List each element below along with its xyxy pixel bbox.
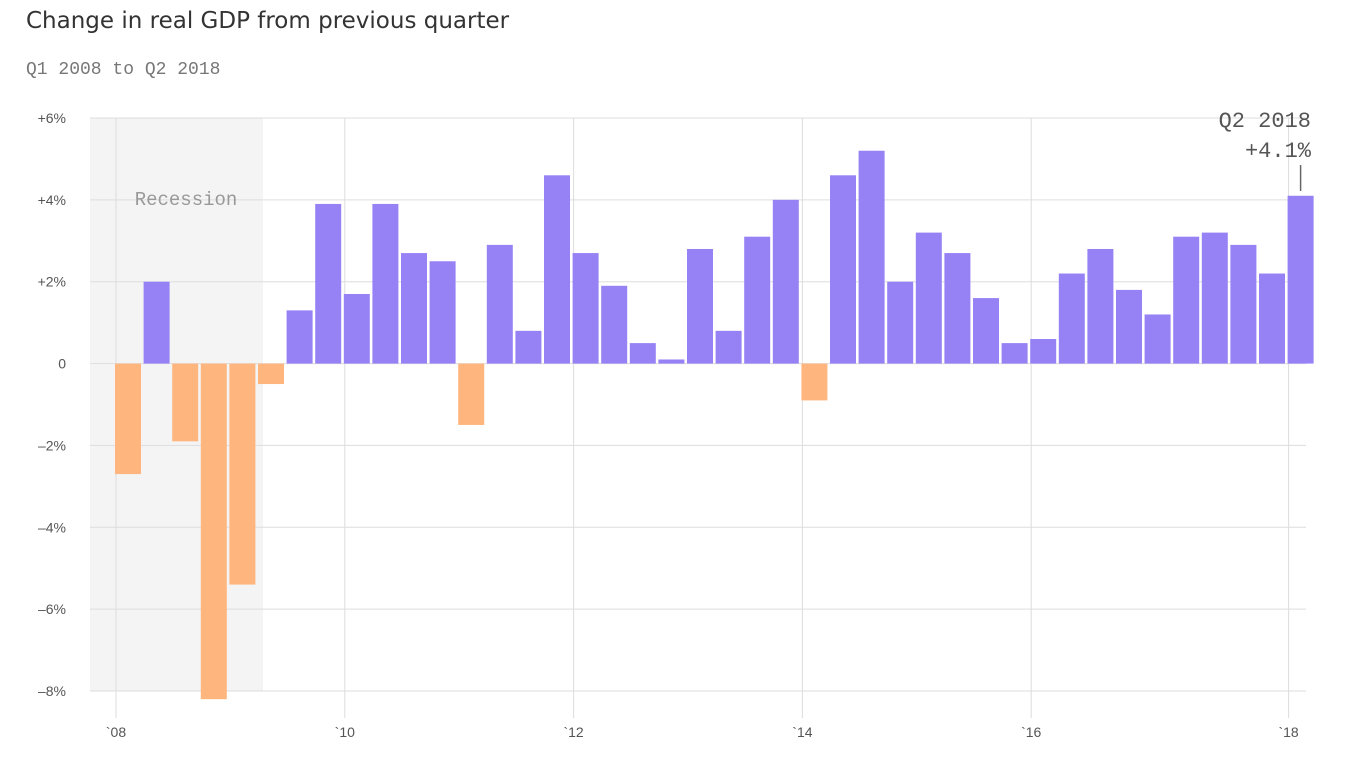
bar bbox=[1116, 289, 1142, 364]
bar bbox=[973, 298, 999, 364]
bar bbox=[1058, 273, 1085, 364]
bar bbox=[1287, 195, 1314, 364]
bar bbox=[801, 363, 828, 401]
bar bbox=[401, 253, 427, 364]
bar bbox=[1001, 343, 1028, 364]
bar bbox=[315, 203, 342, 364]
bar bbox=[744, 236, 771, 364]
bar bbox=[544, 175, 570, 364]
chart-title: Change in real GDP from previous quarter bbox=[26, 8, 510, 34]
annotation-label: Q2 2018 bbox=[1219, 109, 1311, 134]
bar bbox=[229, 363, 256, 585]
bar bbox=[658, 359, 685, 364]
bar bbox=[486, 244, 513, 364]
x-tick-label: `10 bbox=[335, 724, 355, 740]
y-tick-label: –2% bbox=[38, 437, 66, 453]
y-tick-label: 0 bbox=[58, 356, 66, 372]
bar bbox=[830, 175, 856, 364]
y-tick-label: –4% bbox=[38, 519, 66, 535]
bar bbox=[1230, 244, 1257, 364]
bar bbox=[515, 330, 542, 364]
bar bbox=[458, 363, 485, 425]
x-tick-label: `12 bbox=[563, 724, 583, 740]
y-tick-label: –8% bbox=[38, 683, 66, 699]
bar bbox=[1144, 314, 1171, 364]
bar bbox=[572, 253, 599, 364]
bar bbox=[372, 203, 399, 364]
y-tick-label: –6% bbox=[38, 601, 66, 617]
bar bbox=[258, 363, 284, 385]
x-tick-label: `08 bbox=[106, 724, 126, 740]
y-tick-label: +6% bbox=[38, 110, 66, 126]
bar bbox=[1173, 236, 1200, 364]
bar bbox=[343, 293, 370, 364]
bar bbox=[172, 363, 199, 442]
bar bbox=[1087, 248, 1114, 364]
bar bbox=[887, 281, 914, 364]
bar bbox=[143, 281, 170, 364]
bar bbox=[601, 285, 628, 364]
bar bbox=[629, 343, 656, 364]
bar bbox=[1030, 339, 1057, 364]
bar bbox=[1259, 273, 1285, 364]
x-tick-label: `16 bbox=[1021, 724, 1041, 740]
chart-subtitle: Q1 2008 to Q2 2018 bbox=[26, 60, 221, 80]
y-tick-label: +2% bbox=[38, 274, 66, 290]
bar bbox=[944, 253, 971, 364]
bar bbox=[687, 248, 713, 364]
bar bbox=[429, 261, 456, 364]
bar bbox=[1201, 232, 1228, 364]
x-tick-label: `14 bbox=[792, 724, 812, 740]
x-tick-label: `18 bbox=[1278, 724, 1298, 740]
bar bbox=[286, 310, 313, 364]
bar bbox=[715, 330, 742, 364]
y-tick-label: +4% bbox=[38, 192, 66, 208]
bar bbox=[115, 363, 141, 475]
bar bbox=[772, 199, 799, 364]
recession-label: Recession bbox=[135, 189, 238, 211]
annotation-value: +4.1% bbox=[1245, 139, 1312, 164]
bar bbox=[858, 150, 885, 364]
bar bbox=[200, 363, 227, 700]
bar bbox=[915, 232, 942, 364]
